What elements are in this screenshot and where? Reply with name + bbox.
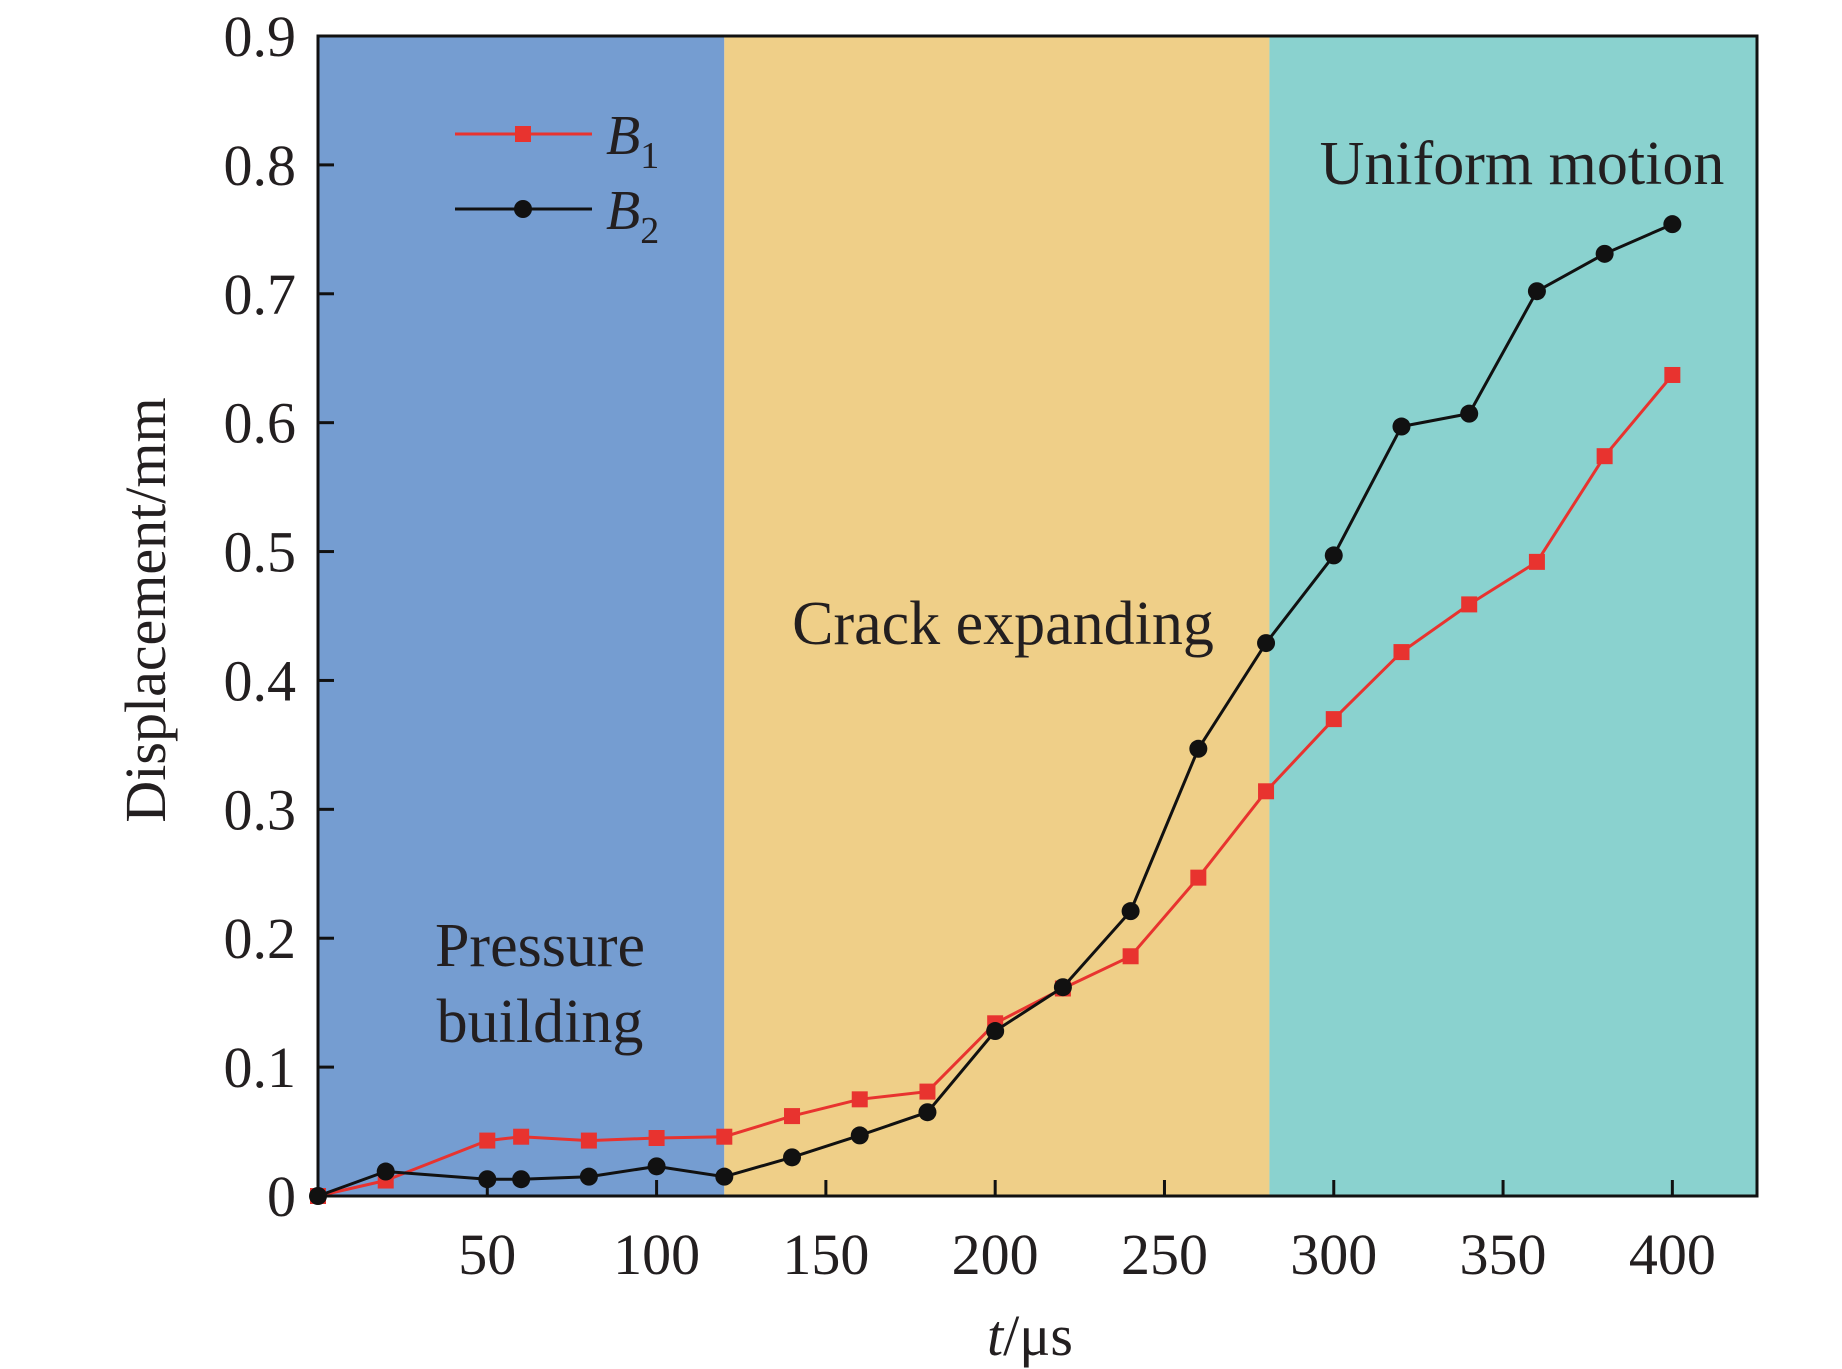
data-point-B2 [647,1157,666,1176]
legend-item-B1: B1 [455,105,659,177]
stage-region-1 [724,36,1270,1196]
y-tick-label: 0.4 [224,648,297,713]
legend-label-B2: B2 [606,180,659,252]
data-point-B2 [850,1126,869,1145]
data-point-B2 [1460,404,1479,423]
x-tick-label: 150 [782,1222,869,1287]
plot-frame [316,34,1759,1198]
y-tick-label: 0.8 [224,133,297,198]
data-point-B1 [919,1083,936,1100]
legend-marker-B1 [515,126,531,142]
stage-region-label-2-0: Uniform motion [1320,130,1725,198]
stage-region-label-0-0: Pressure [435,912,645,980]
y-tick-label: 0 [267,1164,296,1229]
data-point-B2 [512,1170,531,1189]
data-point-B2 [986,1022,1005,1041]
data-point-B1 [784,1108,801,1125]
axes: 50 100 150 200 250 300 350 400 0 0.1 0.2 0.3 0.4 0.5 0… [224,4,1759,1287]
y-tick-label: 0.9 [224,4,297,69]
data-point-B1 [1596,448,1613,465]
legend-item-B2: B2 [455,180,659,252]
legend-label-subscript: 2 [640,210,659,252]
data-point-B1 [580,1132,597,1149]
data-point-B2 [1257,634,1276,653]
x-tick-label: 100 [613,1222,700,1287]
data-point-B2 [478,1170,497,1189]
y-tick-label: 0.7 [224,262,297,327]
x-tick-label: 400 [1629,1222,1716,1287]
legend-label-subscript: 1 [640,135,659,177]
legend-label-main: B [606,105,640,167]
x-tick-label: 350 [1460,1222,1547,1287]
legend-label-B1: B1 [606,105,659,177]
y-tick-label: 0.3 [224,777,297,842]
data-point-B2 [1053,978,1072,997]
data-point-B2 [1324,546,1343,565]
data-point-B1 [1461,596,1478,613]
data-point-B1 [1190,869,1207,886]
data-point-B2 [1595,244,1614,263]
x-axis-title-unit: /μs [1003,1303,1073,1368]
x-tick-label: 200 [952,1222,1039,1287]
y-tick-label: 0.5 [224,520,297,585]
data-point-B2 [1663,215,1682,234]
x-axis-title-var: t [987,1303,1005,1368]
data-point-B1 [851,1091,868,1108]
data-point-B2 [1527,282,1546,301]
y-tick-label: 0.6 [224,391,297,456]
x-axis-title: t/μs [987,1303,1073,1368]
data-point-B2 [715,1167,734,1186]
y-tick-label: 0.1 [224,1035,297,1100]
x-tick-label: 250 [1121,1222,1208,1287]
x-tick-label: 300 [1290,1222,1377,1287]
stage-region-label-0-1: building [437,988,644,1056]
data-point-B1 [513,1128,530,1145]
data-point-B1 [648,1130,665,1146]
data-point-B1 [1664,366,1681,383]
data-point-B2 [1189,739,1208,758]
legend-label-main: B [606,180,640,242]
data-point-B2 [1121,902,1140,921]
data-point-B2 [376,1162,395,1181]
data-point-B1 [1258,783,1275,800]
y-axis-title: Displacement/mm [113,397,178,822]
data-point-B1 [716,1128,733,1145]
series-B2 [309,215,1682,1205]
data-point-B2 [783,1148,802,1167]
data-point-B1 [1122,948,1139,965]
data-point-B2 [918,1103,937,1122]
data-point-B1 [1528,553,1545,570]
data-point-B1 [1393,644,1410,661]
stage-region-0 [318,36,725,1196]
legend-marker-B2 [514,200,532,218]
data-point-B2 [579,1167,598,1186]
x-tick-label: 50 [458,1222,516,1287]
data-point-B1 [1325,711,1342,728]
stage-region-labels: Pressure building Crack expanding Uniform m… [435,130,1724,1056]
stage-region-label-1-0: Crack expanding [792,590,1214,658]
series-layer [309,215,1682,1205]
stage-regions [318,36,1757,1196]
data-point-B1 [479,1132,496,1149]
data-point-B2 [1392,417,1411,436]
y-tick-label: 0.2 [224,906,297,971]
stage-region-2 [1269,36,1757,1196]
